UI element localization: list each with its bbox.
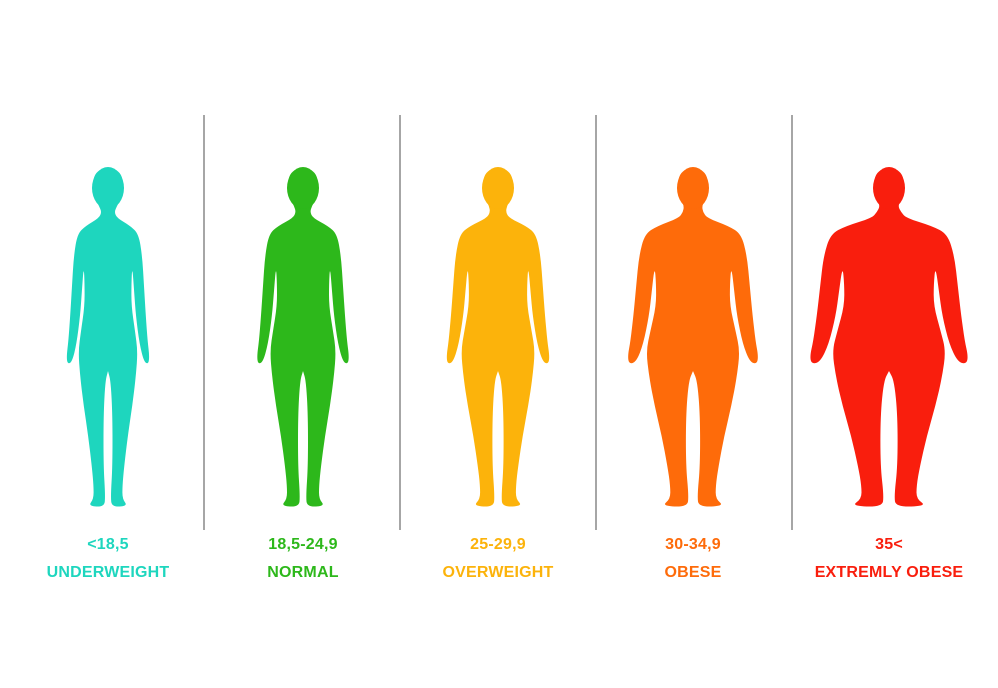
normal-silhouette-icon [203,166,403,510]
bmi-category-label: OBESE [664,564,722,581]
column-divider [399,115,401,530]
overweight-silhouette-icon [398,166,598,510]
column-divider [791,115,793,530]
bmi-range-label: 25-29,9 [470,536,526,553]
column-divider [595,115,597,530]
body-silhouette [66,168,150,507]
body-silhouette [810,168,968,507]
body-silhouette [628,168,758,507]
bmi-category-label: OVERWEIGHT [442,564,554,581]
underweight-silhouette-icon [8,166,208,510]
head-shape [482,167,514,209]
body-silhouette [446,168,550,507]
bmi-range-label: 35< [875,536,903,553]
bmi-range-label: 18,5-24,9 [268,536,338,553]
bmi-range-label: <18,5 [87,536,129,553]
column-divider [203,115,205,530]
body-silhouette [257,168,349,507]
bmi-category-label: NORMAL [267,564,339,581]
head-shape [92,167,124,209]
bmi-range-label: 30-34,9 [665,536,721,553]
bmi-category-label: EXTREMLY OBESE [814,564,964,581]
obese-silhouette-icon [593,166,793,510]
head-shape [287,167,319,209]
head-shape [677,167,709,209]
bmi-category-label: UNDERWEIGHT [46,564,170,581]
head-shape [873,167,905,209]
extremely-obese-silhouette-icon [789,166,989,510]
